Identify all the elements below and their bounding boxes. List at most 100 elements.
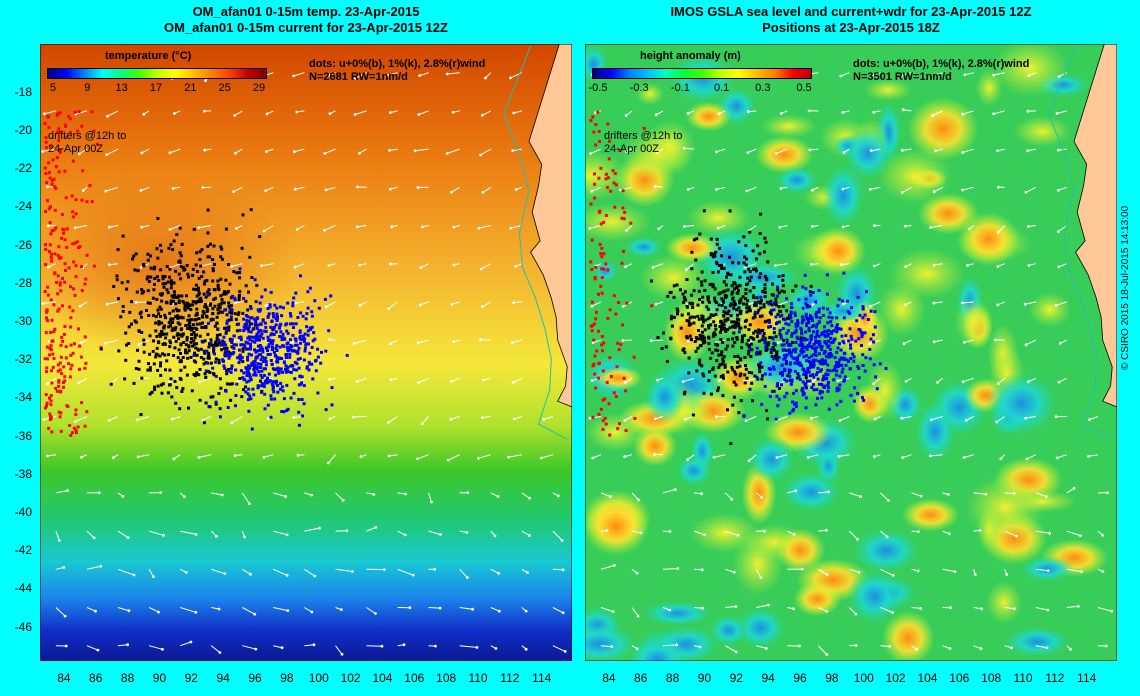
drifter-dot	[77, 110, 81, 113]
drifter-dot	[288, 352, 292, 356]
drifter-dot	[142, 338, 146, 342]
drifter-dot	[306, 333, 310, 337]
drifter-dot	[780, 313, 784, 317]
drifter-dot	[728, 304, 732, 308]
drifter-dot	[788, 374, 792, 378]
drifter-dot	[721, 290, 725, 294]
current-arrow	[241, 492, 250, 504]
drifter-dot	[829, 330, 833, 334]
drifter-dot	[861, 353, 865, 357]
drifter-dot	[312, 331, 316, 335]
drifter-dot	[195, 288, 198, 291]
drifter-dot	[263, 321, 267, 325]
drifter-dot	[604, 262, 608, 266]
drifter-dot	[721, 321, 725, 325]
drifter-dot	[237, 348, 241, 352]
drifter-dot	[757, 339, 761, 343]
drifter-dot	[730, 292, 734, 296]
drifter-dot	[724, 319, 728, 323]
drifter-dot	[47, 126, 51, 129]
drifter-dot	[863, 369, 867, 373]
temperature-map	[40, 44, 572, 661]
drifter-dot	[280, 410, 284, 413]
drifter-dot	[760, 299, 763, 302]
drifter-dot	[595, 349, 599, 353]
current-arrow-head	[99, 564, 103, 568]
current-vectors	[588, 72, 1113, 656]
drifter-dot	[147, 314, 151, 317]
current-arrow	[304, 607, 313, 613]
latitude-label: -38	[14, 466, 32, 481]
drifter-dot	[814, 339, 818, 343]
drifter-dot	[823, 329, 827, 333]
drifter-dot	[250, 427, 254, 431]
current-arrow-head	[285, 533, 289, 537]
current-arrow-head	[78, 304, 82, 308]
drifter-dot	[253, 340, 257, 344]
drifter-dot	[861, 305, 865, 309]
drifter-dot	[822, 386, 826, 389]
drifter-dot	[228, 307, 232, 310]
drifter-dot	[840, 370, 844, 374]
current-arrow	[42, 148, 56, 152]
current-arrow	[870, 186, 881, 190]
current-arrow-head	[264, 189, 267, 193]
drifter-dot	[682, 392, 686, 396]
drifter-dot	[279, 381, 283, 385]
drifter-dot	[59, 256, 63, 260]
drifter-dot	[189, 308, 193, 312]
drifter-dot	[600, 291, 604, 295]
drifter-dot	[50, 339, 54, 343]
drifter-dot	[171, 299, 175, 303]
drifter-dot	[192, 342, 196, 346]
drifter-dot	[252, 393, 256, 397]
current-arrow-head	[161, 647, 164, 651]
drifter-dot	[691, 306, 695, 309]
current-arrow-head	[668, 608, 672, 612]
drifter-dot	[314, 369, 318, 373]
drifter-dot	[266, 403, 270, 407]
drifter-dot	[757, 300, 761, 304]
current-arrow	[428, 530, 441, 535]
drifter-dot	[736, 361, 740, 364]
drifter-dot	[130, 322, 133, 326]
anomaly-patch	[1020, 556, 1075, 582]
current-arrow-head	[624, 265, 627, 269]
drifter-dot	[808, 366, 812, 370]
drifter-dot	[685, 278, 689, 281]
drifter-dot	[843, 375, 847, 379]
drifter-dot	[195, 371, 199, 375]
current-arrow	[521, 530, 530, 536]
drifter-dot	[303, 349, 307, 353]
drifter-dot	[795, 358, 798, 361]
drifter-dot	[714, 348, 718, 352]
anomaly-patch	[755, 135, 814, 174]
drifter-dot	[187, 406, 190, 410]
right-drifters-note-1: drifters @12h to	[604, 130, 683, 142]
drifter-dot	[866, 318, 870, 321]
drifter-dot	[215, 321, 219, 325]
drifter-dot	[49, 399, 53, 403]
drifter-dot	[777, 291, 781, 295]
drifter-dot	[165, 301, 169, 305]
drifter-dot	[814, 335, 817, 339]
drifter-dot	[592, 130, 596, 134]
drifter-dot	[65, 227, 69, 231]
drifter-dot	[74, 212, 78, 216]
current-arrow-head	[512, 301, 515, 304]
current-arrow	[231, 416, 243, 424]
drifter-dot	[818, 341, 822, 345]
drifter-dot	[874, 375, 878, 379]
right-map-title: IMOS GSLA sea level and current+wdr for …	[585, 4, 1117, 36]
drifter-dot	[778, 314, 782, 318]
current-arrow	[541, 454, 554, 459]
drifter-dot	[216, 283, 220, 287]
drifter-dot	[127, 342, 131, 345]
drifter-dot	[699, 280, 703, 284]
current-arrow	[417, 454, 429, 460]
drifter-dot	[168, 311, 172, 315]
drifter-dot	[282, 397, 286, 401]
anomaly-patch	[709, 614, 749, 647]
drifter-dot	[687, 319, 691, 323]
current-arrow	[450, 416, 460, 420]
